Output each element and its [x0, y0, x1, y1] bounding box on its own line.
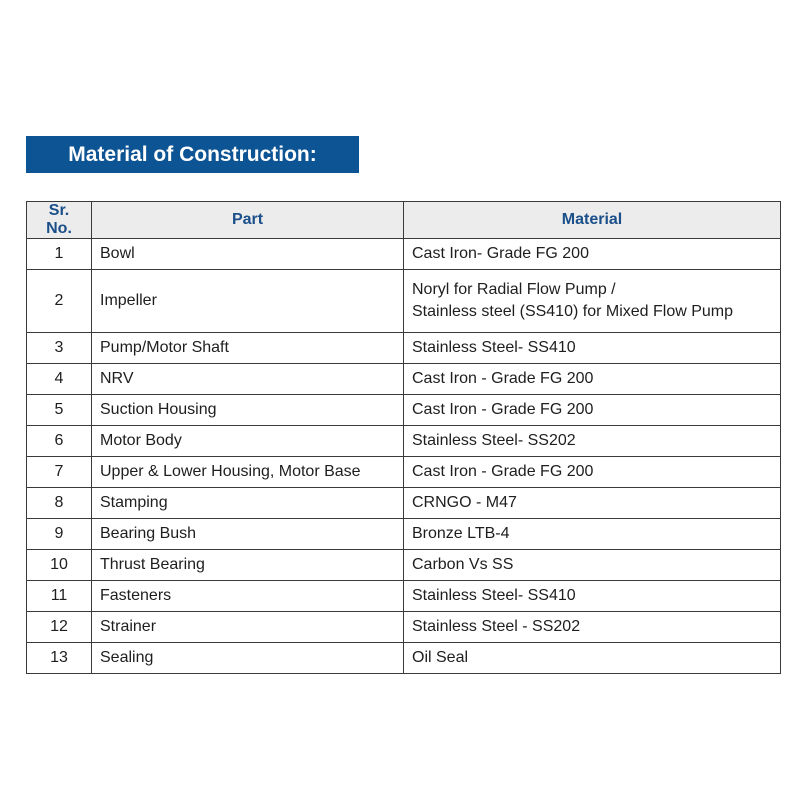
cell-material: Carbon Vs SS	[403, 549, 781, 581]
cell-material: Noryl for Radial Flow Pump / Stainless st…	[403, 269, 781, 333]
material-line: Stainless Steel- SS202	[412, 432, 576, 449]
cell-part: Pump/Motor Shaft	[91, 332, 404, 364]
material-line: CRNGO - M47	[412, 494, 517, 511]
table-row: 3 Pump/Motor Shaft Stainless Steel- SS410	[26, 332, 781, 364]
header-part: Part	[91, 201, 404, 239]
cell-material: Cast Iron - Grade FG 200	[403, 394, 781, 426]
cell-material: Stainless Steel - SS202	[403, 611, 781, 643]
cell-material: Oil Seal	[403, 642, 781, 674]
cell-sr-no: 6	[26, 425, 92, 457]
material-line: Carbon Vs SS	[412, 556, 514, 573]
table-row: 13 Sealing Oil Seal	[26, 642, 781, 674]
cell-material: Stainless Steel- SS410	[403, 332, 781, 364]
cell-sr-no: 10	[26, 549, 92, 581]
cell-sr-no: 4	[26, 363, 92, 395]
section-title: Material of Construction:	[26, 136, 359, 173]
material-line: Stainless Steel - SS202	[412, 618, 581, 635]
cell-part: Strainer	[91, 611, 404, 643]
cell-material: Stainless Steel- SS202	[403, 425, 781, 457]
cell-sr-no: 9	[26, 518, 92, 550]
cell-material: Cast Iron - Grade FG 200	[403, 456, 781, 488]
material-line: Oil Seal	[412, 649, 469, 666]
cell-sr-no: 13	[26, 642, 92, 674]
cell-part: Suction Housing	[91, 394, 404, 426]
cell-sr-no: 11	[26, 580, 92, 612]
table-row: 10 Thrust Bearing Carbon Vs SS	[26, 549, 781, 581]
cell-material: Bronze LTB-4	[403, 518, 781, 550]
cell-material: Cast Iron - Grade FG 200	[403, 363, 781, 395]
table-row: 1 Bowl Cast Iron- Grade FG 200	[26, 238, 781, 270]
table-header-row: Sr. No. Part Material	[26, 201, 781, 239]
cell-material: Stainless Steel- SS410	[403, 580, 781, 612]
cell-sr-no: 5	[26, 394, 92, 426]
materials-table: Sr. No. Part Material 1 Bowl Cast Iron- Gr…	[26, 201, 781, 674]
cell-material: Cast Iron- Grade FG 200	[403, 238, 781, 270]
table-row: 9 Bearing Bush Bronze LTB-4	[26, 518, 781, 550]
material-line: Noryl for Radial Flow Pump /	[412, 281, 616, 298]
material-line: Bronze LTB-4	[412, 525, 510, 542]
material-line: Cast Iron- Grade FG 200	[412, 245, 589, 262]
material-line: Cast Iron - Grade FG 200	[412, 401, 594, 418]
cell-part: Stamping	[91, 487, 404, 519]
table-row: 8 Stamping CRNGO - M47	[26, 487, 781, 519]
cell-part: Impeller	[91, 269, 404, 333]
cell-material: CRNGO - M47	[403, 487, 781, 519]
material-line: Cast Iron - Grade FG 200	[412, 370, 594, 387]
cell-part: Thrust Bearing	[91, 549, 404, 581]
material-line: Stainless Steel- SS410	[412, 339, 576, 356]
header-sr-no: Sr. No.	[26, 201, 92, 239]
table-row: 7 Upper & Lower Housing, Motor Base Cast I…	[26, 456, 781, 488]
material-line: Stainless steel (SS410) for Mixed Flow P…	[412, 303, 734, 320]
table-row: 4 NRV Cast Iron - Grade FG 200	[26, 363, 781, 395]
header-material: Material	[403, 201, 781, 239]
table-row: 12 Strainer Stainless Steel - SS202	[26, 611, 781, 643]
cell-sr-no: 2	[26, 269, 92, 333]
table-row: 6 Motor Body Stainless Steel- SS202	[26, 425, 781, 457]
cell-part: Sealing	[91, 642, 404, 674]
table-row: 2 Impeller Noryl for Radial Flow Pump / Sta…	[26, 269, 781, 333]
cell-sr-no: 7	[26, 456, 92, 488]
table-row: 5 Suction Housing Cast Iron - Grade FG 200	[26, 394, 781, 426]
cell-part: Upper & Lower Housing, Motor Base	[91, 456, 404, 488]
cell-sr-no: 12	[26, 611, 92, 643]
material-line: Stainless Steel- SS410	[412, 587, 576, 604]
cell-sr-no: 1	[26, 238, 92, 270]
cell-part: NRV	[91, 363, 404, 395]
cell-part: Motor Body	[91, 425, 404, 457]
cell-part: Fasteners	[91, 580, 404, 612]
cell-part: Bearing Bush	[91, 518, 404, 550]
cell-sr-no: 8	[26, 487, 92, 519]
cell-part: Bowl	[91, 238, 404, 270]
material-line: Cast Iron - Grade FG 200	[412, 463, 594, 480]
table-row: 11 Fasteners Stainless Steel- SS410	[26, 580, 781, 612]
cell-sr-no: 3	[26, 332, 92, 364]
